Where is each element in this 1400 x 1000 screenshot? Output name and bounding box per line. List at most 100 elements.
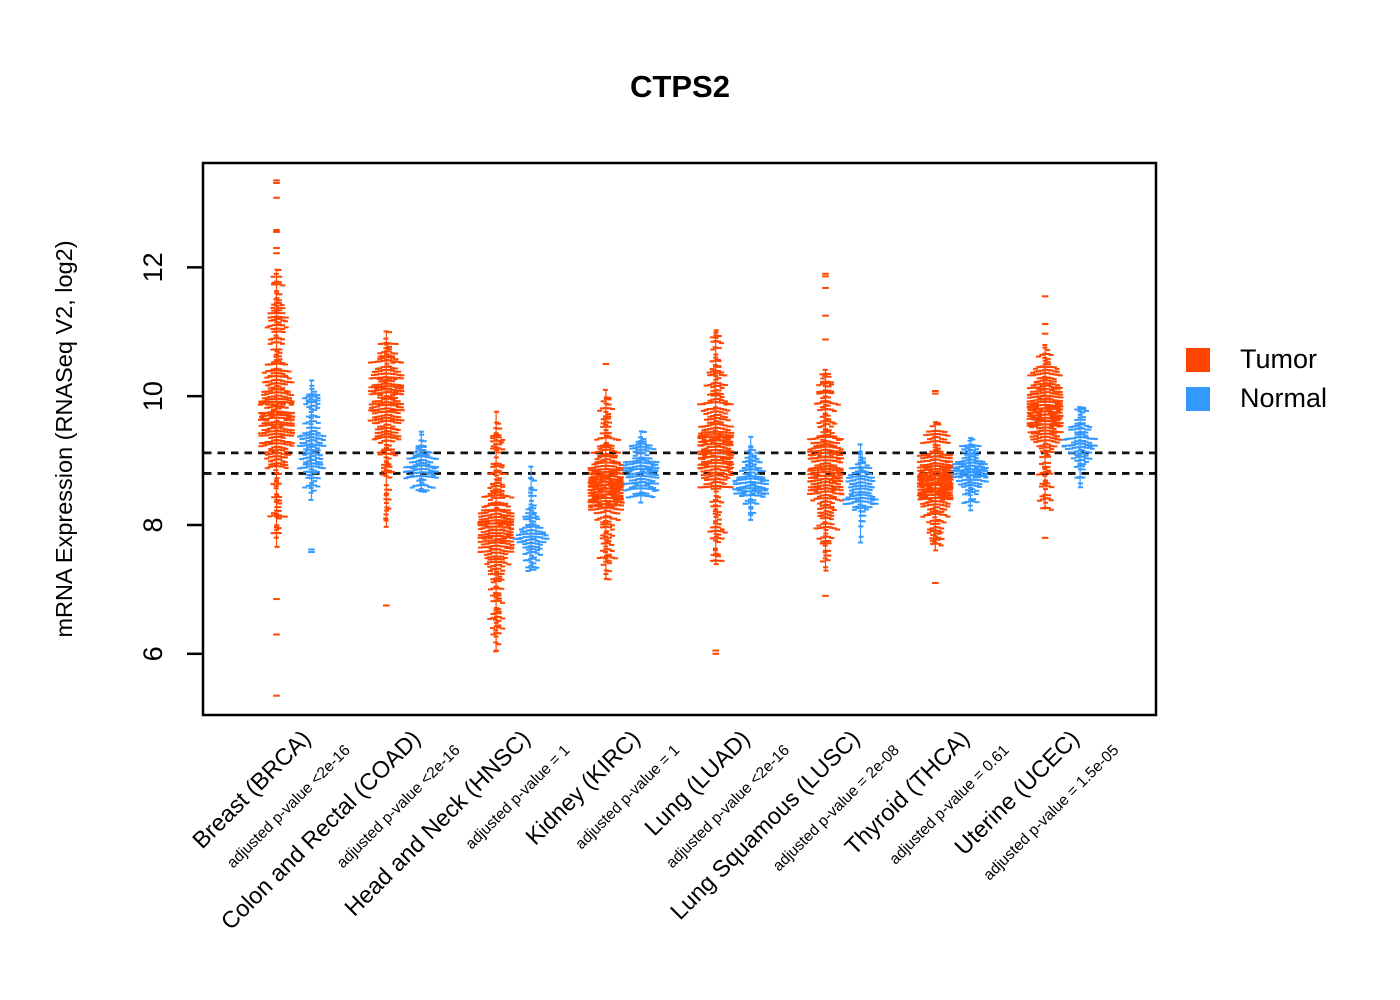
data-point-dash	[923, 501, 929, 504]
data-point-dash	[1036, 366, 1042, 369]
data-point-dash	[716, 335, 722, 338]
data-point-dash	[1036, 412, 1042, 415]
data-point-dash	[311, 426, 317, 429]
data-point-dash	[863, 471, 869, 474]
data-point-dash	[961, 485, 967, 488]
data-point-dash	[387, 439, 393, 442]
data-point-dash	[377, 394, 383, 397]
data-point-dash	[1077, 462, 1083, 465]
data-point-dash	[590, 492, 596, 495]
data-point-dash	[371, 419, 377, 422]
data-point-dash	[386, 498, 392, 501]
data-point-dash	[1027, 393, 1033, 396]
data-point-dash	[315, 394, 321, 397]
data-point-dash	[722, 408, 728, 411]
data-point-dash	[371, 422, 377, 425]
data-point-dash	[606, 407, 612, 410]
data-point-dash	[1074, 424, 1080, 427]
data-point-dash	[610, 503, 616, 506]
data-point-dash	[632, 492, 638, 495]
data-point-dash	[277, 348, 283, 351]
data-point-dash	[610, 556, 616, 559]
data-point-dash	[612, 500, 618, 503]
data-point-dash	[315, 427, 321, 430]
data-point-dash	[1026, 402, 1032, 405]
data-point-dash	[606, 461, 612, 464]
data-point-dash	[710, 370, 716, 373]
data-point-dash	[1057, 438, 1063, 441]
data-point-dash	[817, 497, 823, 500]
data-point-dash	[700, 473, 706, 476]
data-point-dash	[721, 482, 727, 485]
data-point-dash	[929, 473, 935, 476]
data-point-dash	[606, 398, 612, 401]
data-point-dash	[971, 449, 977, 452]
data-point-dash	[371, 406, 377, 409]
data-point-dash	[942, 463, 948, 466]
data-point-dash	[948, 486, 954, 489]
data-point-dash	[923, 466, 929, 469]
data-point-dash	[944, 461, 950, 464]
data-point-dash	[641, 438, 647, 441]
data-point-dash	[716, 559, 722, 562]
data-point-dash	[1035, 432, 1041, 435]
data-point-dash	[820, 517, 826, 520]
data-point-dash	[631, 485, 637, 488]
data-point-dash	[596, 445, 602, 448]
data-point-dash	[305, 443, 311, 446]
data-point-dash	[710, 430, 716, 433]
data-point-dash	[716, 413, 722, 416]
data-point-dash	[283, 414, 289, 417]
data-point-dash	[606, 471, 612, 474]
data-point-dash	[641, 494, 647, 497]
data-point-dash	[706, 371, 712, 374]
data-point-dash	[499, 542, 505, 545]
data-point-dash	[823, 391, 829, 394]
data-point-dash	[964, 467, 970, 470]
data-point-dash	[280, 405, 286, 408]
data-point-dash	[831, 451, 837, 454]
data-point-dash	[603, 577, 609, 580]
data-point-dash	[628, 467, 634, 470]
data-point-dash	[715, 529, 721, 532]
data-point-dash	[303, 403, 309, 406]
data-point-dash	[416, 464, 422, 467]
data-point-dash	[832, 445, 838, 448]
data-point-dash	[496, 465, 502, 468]
data-point-dash	[722, 478, 728, 481]
data-point-dash	[494, 436, 500, 439]
data-point-dash	[261, 381, 267, 384]
data-point-dash	[718, 478, 724, 481]
data-point-dash	[496, 580, 502, 583]
data-point-dash	[602, 551, 608, 554]
data-point-dash	[409, 475, 415, 478]
data-point-dash	[296, 444, 302, 447]
data-point-dash	[851, 488, 857, 491]
data-point-dash	[610, 524, 616, 527]
data-point-dash	[741, 467, 747, 470]
data-point-dash	[1083, 434, 1089, 437]
data-point-dash	[974, 474, 980, 477]
data-point-dash	[286, 399, 292, 402]
data-point-dash	[935, 519, 941, 522]
data-point-dash	[923, 472, 929, 475]
data-point-dash	[1042, 403, 1048, 406]
data-point-dash	[932, 522, 938, 525]
data-point-dash	[822, 535, 828, 538]
data-point-dash	[945, 515, 951, 518]
data-point-dash	[942, 465, 948, 468]
data-point-dash	[1039, 372, 1045, 375]
data-point-dash	[421, 449, 427, 452]
data-point-dash	[280, 379, 286, 382]
data-point-dash	[264, 443, 270, 446]
data-point-dash	[608, 482, 614, 485]
data-point-dash	[710, 439, 716, 442]
data-point-dash	[654, 467, 660, 470]
data-point-dash	[713, 353, 719, 356]
data-point-dash	[484, 530, 490, 533]
data-point-dash	[1033, 424, 1039, 427]
data-point-dash	[531, 556, 537, 559]
data-point-dash	[600, 487, 606, 490]
data-point-dash	[528, 548, 534, 551]
data-point-dash	[309, 430, 315, 433]
